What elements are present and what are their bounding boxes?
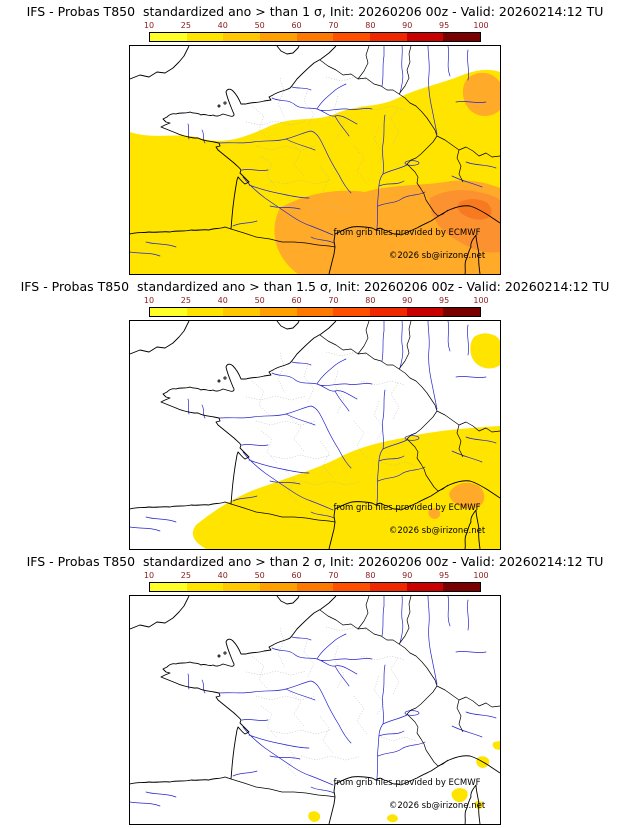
colorbar-tick: 80 bbox=[365, 21, 376, 30]
ecmwf-attribution: from grib files provided by ECMWF bbox=[334, 228, 481, 238]
colorbar-segment bbox=[333, 583, 371, 591]
colorbar-segment bbox=[260, 583, 297, 591]
probability-overlays bbox=[192, 333, 500, 549]
colorbar-tick: 40 bbox=[217, 21, 228, 30]
probability-area-deep_orange bbox=[457, 199, 492, 220]
colorbar-tick: 70 bbox=[328, 571, 339, 580]
colorbar-segment bbox=[150, 33, 187, 41]
probability-map-sigma-2: from grib files provided by ECMWF ©2026 … bbox=[130, 596, 500, 824]
panel-title: IFS - Probas T850 standardized ano > tha… bbox=[20, 279, 610, 294]
copyright-text: ©2026 sb@irizone.net bbox=[389, 251, 486, 261]
colorbar-tick: 90 bbox=[402, 571, 413, 580]
colorbar-tick: 80 bbox=[365, 296, 376, 305]
probability-area-yellow bbox=[387, 814, 398, 823]
colorbar: 10 25 40 50 60 70 80 90 95 100 bbox=[144, 21, 489, 42]
colorbar-tick-labels: 10 25 40 50 60 70 80 90 95 100 bbox=[144, 296, 489, 307]
colorbar-tick: 80 bbox=[365, 571, 376, 580]
colorbar-tick: 25 bbox=[180, 296, 191, 305]
panel-title: IFS - Probas T850 standardized ano > tha… bbox=[26, 4, 604, 19]
copyright-text: ©2026 sb@irizone.net bbox=[389, 801, 486, 811]
colorbar-tick: 70 bbox=[328, 296, 339, 305]
probability-map-sigma-1-5: from grib files provided by ECMWF ©2026 … bbox=[130, 321, 500, 549]
colorbar-tick: 50 bbox=[254, 21, 265, 30]
colorbar-gradient bbox=[149, 307, 481, 317]
colorbar-tick: 90 bbox=[402, 296, 413, 305]
colorbar-segment bbox=[333, 308, 371, 316]
probability-area-yellow bbox=[492, 741, 500, 750]
colorbar-tick: 100 bbox=[473, 21, 489, 30]
basemap bbox=[130, 596, 500, 824]
colorbar-segment bbox=[186, 33, 224, 41]
colorbar-tick: 90 bbox=[402, 21, 413, 30]
colorbar-segment bbox=[223, 33, 261, 41]
colorbar-tick: 95 bbox=[439, 296, 450, 305]
map-frame: from grib files provided by ECMWF ©2026 … bbox=[129, 595, 501, 825]
panel-title: IFS - Probas T850 standardized ano > tha… bbox=[26, 554, 604, 569]
colorbar-tick: 60 bbox=[291, 296, 302, 305]
probability-overlays bbox=[130, 69, 500, 274]
colorbar-segment bbox=[296, 583, 334, 591]
colorbar-tick: 25 bbox=[180, 571, 191, 580]
colorbar-tick: 95 bbox=[439, 21, 450, 30]
colorbar-segment bbox=[260, 308, 297, 316]
probability-area-yellow bbox=[308, 811, 321, 822]
ecmwf-attribution: from grib files provided by ECMWF bbox=[334, 503, 481, 513]
colorbar-segment bbox=[406, 33, 444, 41]
colorbar-segment bbox=[296, 33, 334, 41]
colorbar-segment bbox=[260, 33, 297, 41]
panel-sigma-1-5: IFS - Probas T850 standardized ano > tha… bbox=[0, 275, 630, 550]
panel-sigma-1: IFS - Probas T850 standardized ano > tha… bbox=[0, 0, 630, 275]
colorbar-tick: 60 bbox=[291, 21, 302, 30]
colorbar-tick: 40 bbox=[217, 571, 228, 580]
colorbar-tick: 25 bbox=[180, 21, 191, 30]
colorbar-segment bbox=[370, 583, 407, 591]
colorbar-segment bbox=[150, 583, 187, 591]
colorbar-segment bbox=[406, 583, 444, 591]
panel-sigma-2: IFS - Probas T850 standardized ano > tha… bbox=[0, 550, 630, 825]
probability-area-yellow bbox=[470, 333, 500, 369]
colorbar-tick: 50 bbox=[254, 571, 265, 580]
colorbar-segment bbox=[370, 33, 407, 41]
colorbar-tick: 40 bbox=[217, 296, 228, 305]
probability-area-yellow bbox=[192, 426, 500, 549]
probability-overlays bbox=[308, 741, 500, 823]
colorbar: 10 25 40 50 60 70 80 90 95 100 bbox=[144, 296, 489, 317]
map-frame: from grib files provided by ECMWF ©2026 … bbox=[129, 320, 501, 550]
probability-area-orange bbox=[428, 508, 441, 519]
colorbar-tick-labels: 10 25 40 50 60 70 80 90 95 100 bbox=[144, 571, 489, 582]
probability-area-orange bbox=[449, 482, 485, 509]
colorbar-tick: 100 bbox=[473, 571, 489, 580]
colorbar-segment bbox=[406, 308, 444, 316]
colorbar-segment bbox=[443, 308, 481, 316]
colorbar-tick: 100 bbox=[473, 296, 489, 305]
colorbar-segment bbox=[296, 308, 334, 316]
colorbar-tick: 95 bbox=[439, 571, 450, 580]
colorbar-segment bbox=[333, 33, 371, 41]
colorbar-segment bbox=[150, 308, 187, 316]
colorbar-segment bbox=[443, 583, 481, 591]
colorbar-gradient bbox=[149, 582, 481, 592]
colorbar-segment bbox=[223, 308, 261, 316]
colorbar-segment bbox=[186, 583, 224, 591]
copyright-text: ©2026 sb@irizone.net bbox=[389, 526, 486, 536]
colorbar-tick: 10 bbox=[143, 296, 155, 305]
map-frame: from grib files provided by ECMWF ©2026 … bbox=[129, 45, 501, 275]
colorbar-tick: 70 bbox=[328, 21, 339, 30]
ecmwf-attribution: from grib files provided by ECMWF bbox=[334, 778, 481, 788]
colorbar-segment bbox=[223, 583, 261, 591]
colorbar: 10 25 40 50 60 70 80 90 95 100 bbox=[144, 571, 489, 592]
probability-map-sigma-1: from grib files provided by ECMWF ©2026 … bbox=[130, 46, 500, 274]
colorbar-tick: 50 bbox=[254, 296, 265, 305]
colorbar-gradient bbox=[149, 32, 481, 42]
colorbar-tick: 10 bbox=[143, 21, 155, 30]
colorbar-tick-labels: 10 25 40 50 60 70 80 90 95 100 bbox=[144, 21, 489, 32]
colorbar-segment bbox=[370, 308, 407, 316]
colorbar-tick: 10 bbox=[143, 571, 155, 580]
colorbar-segment bbox=[186, 308, 224, 316]
probability-area-orange bbox=[462, 72, 500, 116]
colorbar-tick: 60 bbox=[291, 571, 302, 580]
colorbar-segment bbox=[443, 33, 481, 41]
probability-area-yellow bbox=[451, 788, 468, 803]
